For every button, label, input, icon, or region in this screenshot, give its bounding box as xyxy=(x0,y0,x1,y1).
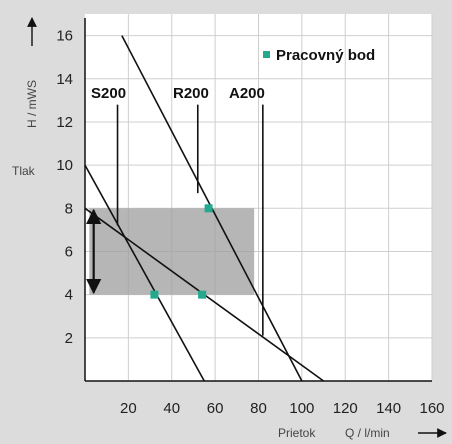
x-tick-label: 60 xyxy=(207,400,224,417)
y-tick-label: 10 xyxy=(56,157,73,174)
y-tick-label: 14 xyxy=(56,71,73,88)
y-tick-label: 12 xyxy=(56,114,73,131)
highlight-region xyxy=(89,208,255,295)
y-tick-label: 2 xyxy=(65,330,73,347)
x-tick-label: 120 xyxy=(333,400,358,417)
x-tick-label: 40 xyxy=(163,400,180,417)
pump-label-s200: S200 xyxy=(91,85,126,102)
x-tick-label: 100 xyxy=(289,400,314,417)
curve-line-1 xyxy=(84,164,205,382)
pump-label-a200: A200 xyxy=(229,85,265,102)
y-tick-label: 4 xyxy=(65,287,73,304)
x-tick-label: 160 xyxy=(419,400,444,417)
pump-label-r200: R200 xyxy=(173,85,209,102)
y-tick-label: 6 xyxy=(65,243,73,260)
y-tick-label: 16 xyxy=(56,28,73,45)
x-tick-label: 140 xyxy=(376,400,401,417)
x-tick-label: 80 xyxy=(250,400,267,417)
x-axis-title-right: Q / l/min xyxy=(345,426,390,440)
x-tick-label: 20 xyxy=(120,400,137,417)
operating-point-marker xyxy=(198,290,207,299)
pressure-label: Tlak xyxy=(12,164,36,178)
x-axis-title-left: Prietok xyxy=(278,426,316,440)
y-axis-title: H / mWS xyxy=(25,80,39,128)
legend-label: Pracovný bod xyxy=(276,47,375,64)
y-tick-label: 8 xyxy=(65,200,73,217)
legend-marker xyxy=(263,51,270,58)
operating-point-marker xyxy=(204,204,213,213)
operating-point-marker xyxy=(150,290,159,299)
